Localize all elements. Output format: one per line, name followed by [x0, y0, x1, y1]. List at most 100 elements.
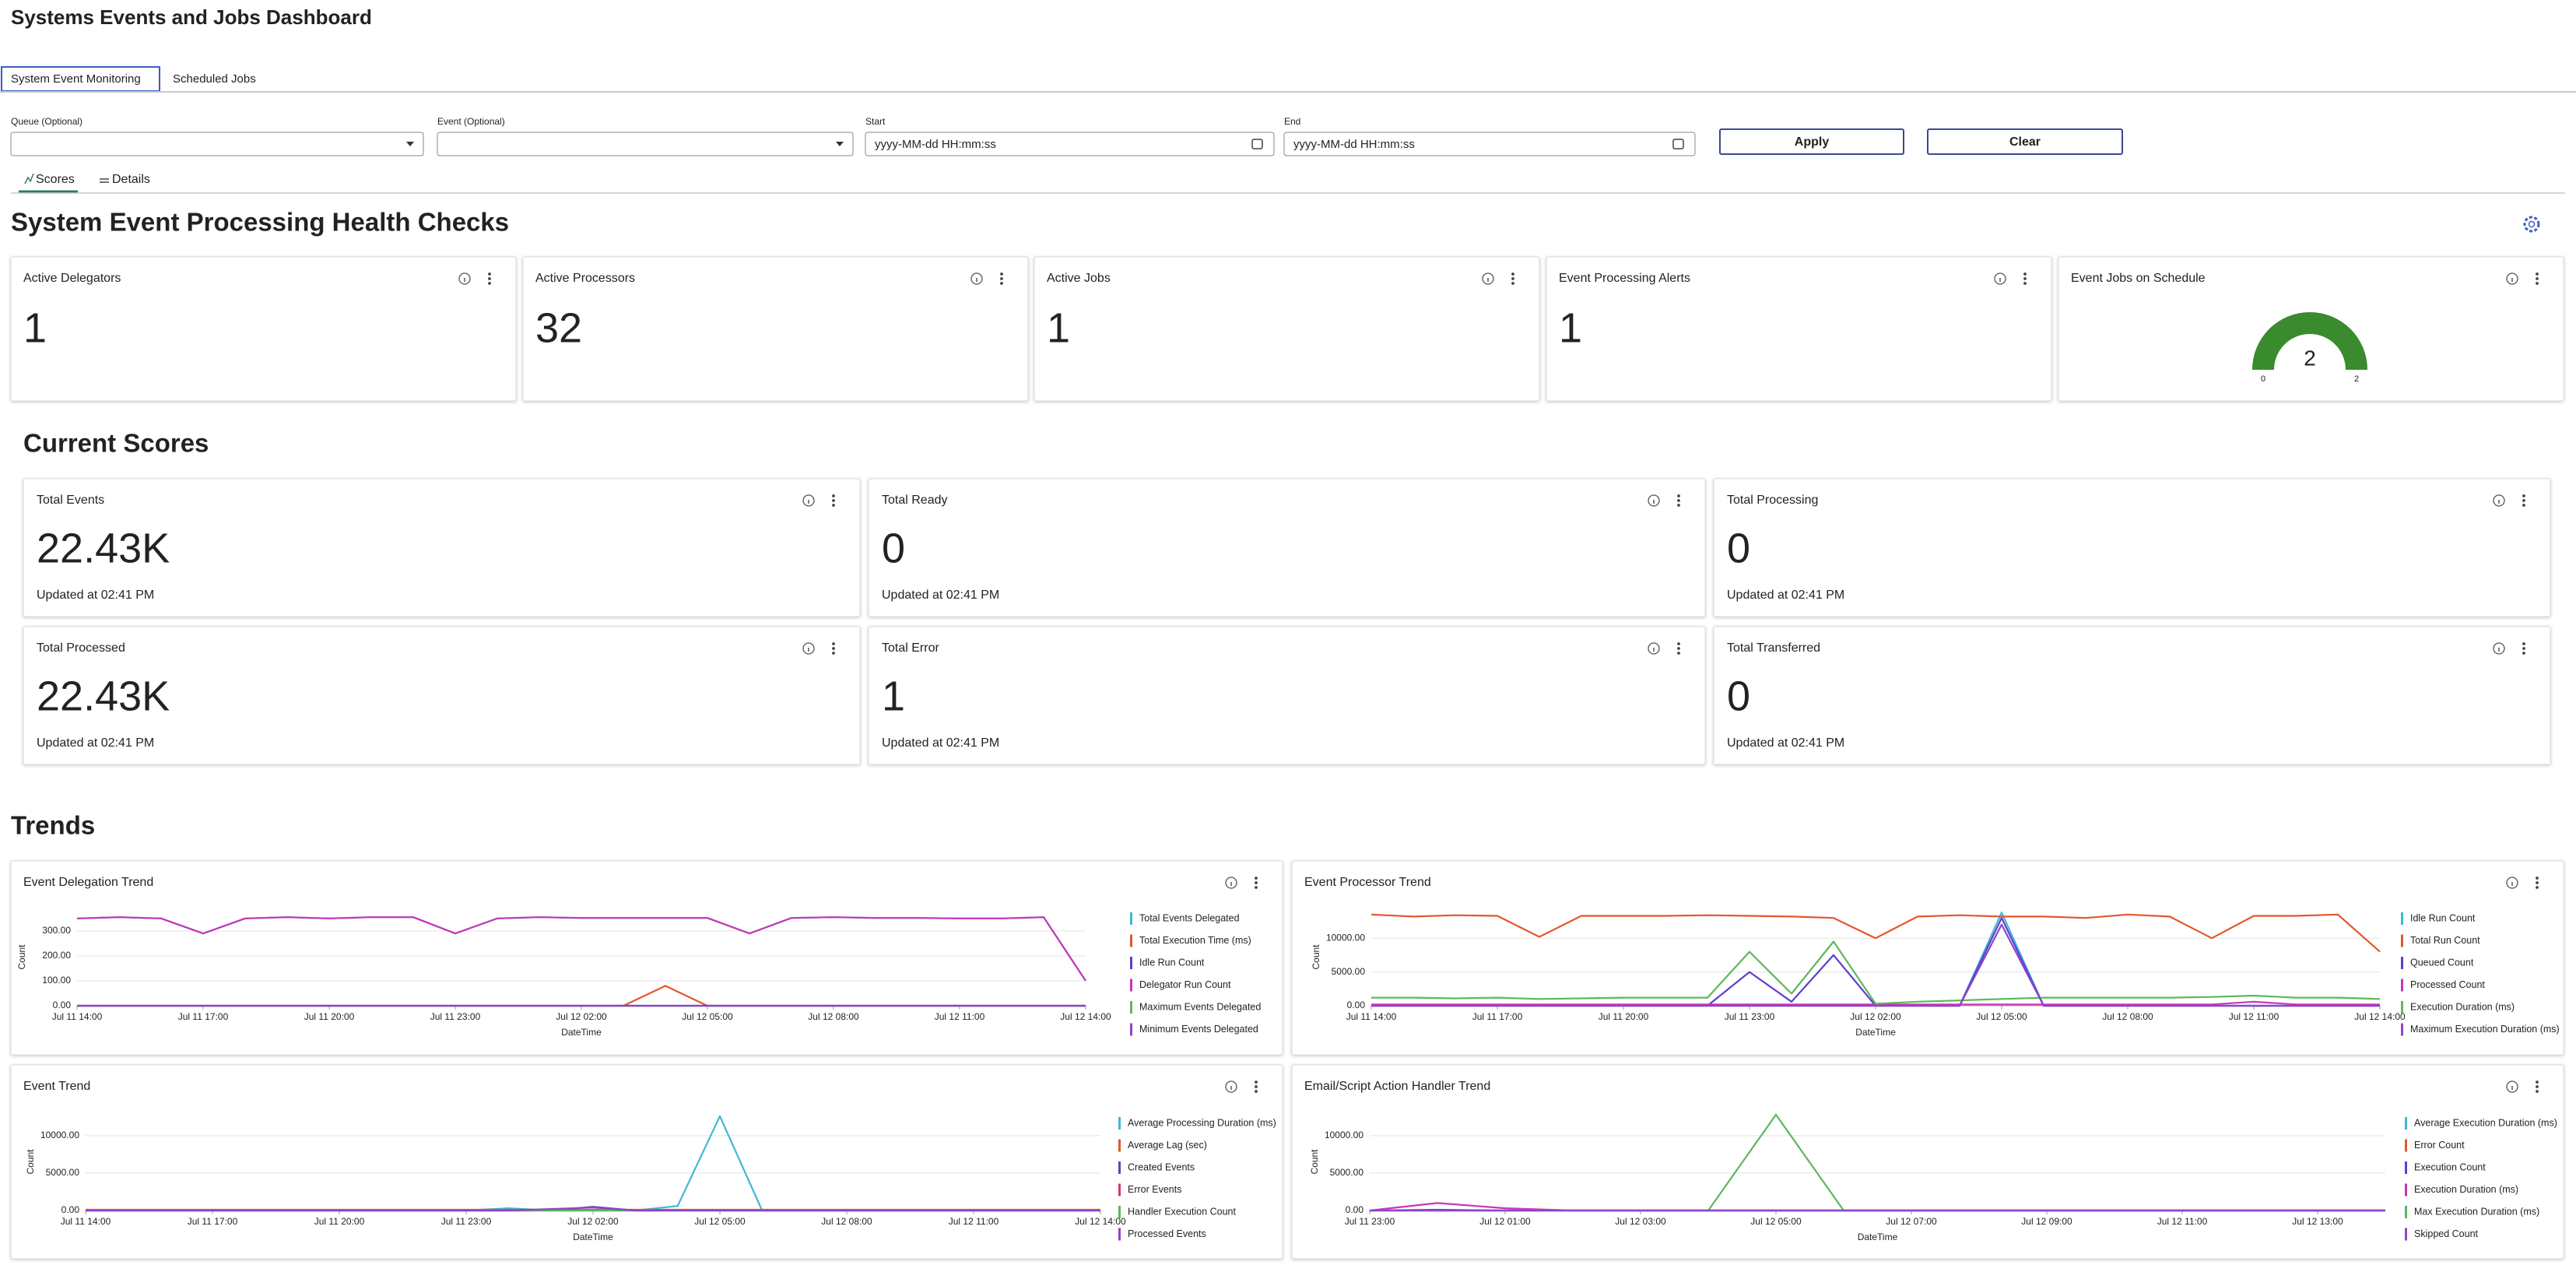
menu-icon[interactable] [488, 282, 491, 285]
menu-icon[interactable] [1255, 877, 1258, 880]
menu-icon[interactable] [832, 499, 835, 502]
menu-icon[interactable] [2536, 272, 2539, 276]
menu-icon[interactable] [1255, 881, 1258, 884]
subtab[interactable]: Details [112, 173, 150, 186]
menu-icon[interactable] [2522, 642, 2525, 645]
legend-label[interactable]: Execution Count [2414, 1161, 2486, 1172]
menu-icon[interactable] [832, 504, 835, 507]
menu-icon[interactable] [488, 277, 491, 280]
menu-icon[interactable] [2536, 277, 2539, 280]
menu-icon[interactable] [1511, 282, 1514, 285]
menu-icon[interactable] [832, 647, 835, 650]
menu-icon[interactable] [2536, 886, 2539, 889]
filter-input[interactable] [437, 132, 854, 156]
filter-label: Queue (Optional) [11, 116, 82, 127]
legend-label[interactable]: Total Run Count [2410, 935, 2480, 946]
menu-icon[interactable] [2536, 1090, 2539, 1093]
button-label[interactable]: Clear [2009, 135, 2041, 149]
info-icon[interactable] [2506, 877, 2518, 889]
info-icon[interactable] [2506, 272, 2518, 285]
menu-icon[interactable] [1000, 272, 1003, 276]
menu-icon[interactable] [1255, 1090, 1258, 1093]
legend-label[interactable]: Error Count [2414, 1140, 2465, 1151]
info-icon[interactable] [1225, 877, 1237, 889]
menu-icon[interactable] [1000, 277, 1003, 280]
info-icon[interactable] [1648, 494, 1660, 507]
info-icon[interactable] [1648, 642, 1660, 655]
menu-icon[interactable] [2023, 282, 2027, 285]
legend-label[interactable]: Total Events Delegated [1139, 912, 1240, 923]
legend-label[interactable]: Average Execution Duration (ms) [2414, 1117, 2557, 1128]
legend-label[interactable]: Maximum Execution Duration (ms) [2410, 1024, 2560, 1035]
filter-input[interactable] [865, 132, 1275, 156]
info-icon[interactable] [970, 272, 983, 285]
info-icon[interactable] [2506, 1080, 2518, 1093]
tab[interactable]: System Event Monitoring [11, 72, 141, 86]
menu-icon[interactable] [1511, 277, 1514, 280]
menu-icon[interactable] [832, 652, 835, 655]
menu-icon[interactable] [1511, 272, 1514, 276]
menu-icon[interactable] [2522, 494, 2525, 497]
filter-input[interactable] [1283, 132, 1696, 156]
legend-label[interactable]: Maximum Events Delegated [1139, 1001, 1261, 1012]
menu-icon[interactable] [1677, 652, 1680, 655]
legend-label[interactable]: Queued Count [2410, 957, 2474, 968]
menu-icon[interactable] [2522, 504, 2525, 507]
menu-icon[interactable] [1255, 886, 1258, 889]
legend-label[interactable]: Skipped Count [2414, 1228, 2479, 1239]
legend-label[interactable]: Max Execution Duration (ms) [2414, 1206, 2539, 1217]
menu-icon[interactable] [1677, 504, 1680, 507]
info-icon[interactable] [2493, 494, 2505, 507]
menu-icon[interactable] [1000, 282, 1003, 285]
menu-icon[interactable] [2536, 1085, 2539, 1088]
subtab[interactable]: Scores [36, 173, 75, 186]
menu-icon[interactable] [1255, 1085, 1258, 1088]
info-icon[interactable] [1225, 1080, 1237, 1093]
menu-icon[interactable] [2522, 499, 2525, 502]
menu-icon[interactable] [1677, 499, 1680, 502]
menu-icon[interactable] [1255, 1080, 1258, 1084]
menu-icon[interactable] [2522, 647, 2525, 650]
menu-icon[interactable] [2023, 277, 2027, 280]
info-icon[interactable] [802, 494, 815, 507]
legend-label[interactable]: Processed Count [2410, 979, 2485, 990]
legend-label[interactable]: Total Execution Time (ms) [1139, 935, 1251, 946]
info-icon[interactable] [1482, 272, 1494, 285]
legend-label[interactable]: Average Lag (sec) [1128, 1140, 1207, 1151]
settings-icon[interactable] [2523, 216, 2540, 233]
legend-label[interactable]: Handler Execution Count [1128, 1206, 1236, 1217]
menu-icon[interactable] [1677, 494, 1680, 497]
menu-icon[interactable] [832, 642, 835, 645]
menu-icon[interactable] [2536, 1080, 2539, 1084]
legend-label[interactable]: Execution Duration (ms) [2410, 1001, 2515, 1012]
menu-icon[interactable] [2522, 652, 2525, 655]
info-icon[interactable] [458, 272, 471, 285]
x-tick-label: Jul 12 14:00 [1060, 1011, 1111, 1022]
legend-label[interactable]: Minimum Events Delegated [1139, 1024, 1258, 1035]
menu-icon[interactable] [2023, 272, 2027, 276]
button-label[interactable]: Apply [1795, 135, 1830, 149]
menu-icon[interactable] [488, 272, 491, 276]
info-icon[interactable] [1994, 272, 2006, 285]
legend-label[interactable]: Processed Events [1128, 1228, 1206, 1239]
button[interactable] [1719, 128, 1904, 155]
menu-icon[interactable] [2536, 877, 2539, 880]
legend-label[interactable]: Delegator Run Count [1139, 979, 1231, 990]
menu-icon[interactable] [2536, 282, 2539, 285]
tab[interactable]: Scheduled Jobs [173, 72, 256, 86]
filter-input[interactable] [10, 132, 424, 156]
metric-value: 22.43K [37, 673, 170, 719]
menu-icon[interactable] [832, 494, 835, 497]
menu-icon[interactable] [2536, 881, 2539, 884]
menu-icon[interactable] [1677, 642, 1680, 645]
legend-label[interactable]: Error Events [1128, 1184, 1181, 1195]
legend-label[interactable]: Idle Run Count [1139, 957, 1205, 968]
legend-label[interactable]: Average Processing Duration (ms) [1128, 1117, 1276, 1128]
legend-label[interactable]: Created Events [1128, 1161, 1195, 1172]
info-icon[interactable] [2493, 642, 2505, 655]
legend-label[interactable]: Idle Run Count [2410, 912, 2476, 923]
legend-label[interactable]: Execution Duration (ms) [2414, 1184, 2518, 1195]
info-icon[interactable] [802, 642, 815, 655]
button[interactable] [1927, 128, 2123, 155]
menu-icon[interactable] [1677, 647, 1680, 650]
